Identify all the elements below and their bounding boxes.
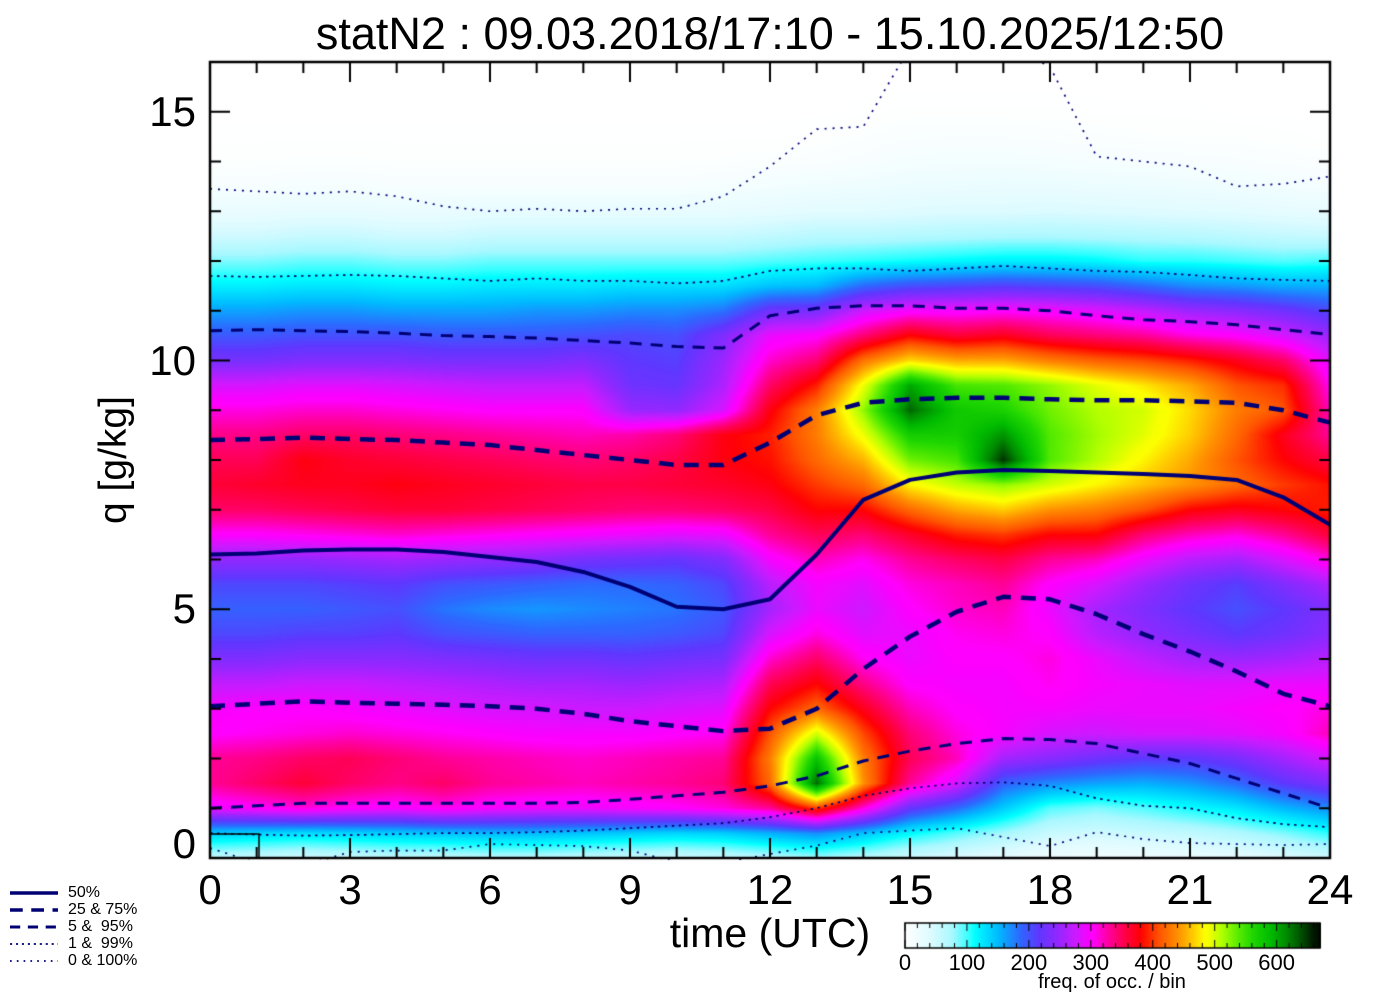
colorbar-tick-label: 100 [948, 950, 986, 975]
y-tick-label: 0 [172, 820, 196, 867]
colorbar-tick-label: 300 [1072, 950, 1110, 975]
legend-line-1-99-icon [10, 942, 58, 945]
legend-label: 25 & 75% [68, 900, 138, 918]
legend-label: 0 & 100% [68, 951, 138, 969]
colorbar-tick-label: 600 [1258, 950, 1295, 975]
legend-row: 1 & 99% [8, 935, 137, 952]
x-tick-label: 12 [746, 866, 794, 913]
legend-row: 0 & 100% [8, 952, 137, 969]
x-axis-label: time (UTC) [669, 910, 871, 956]
colorbar-tick-label: 400 [1134, 950, 1172, 975]
legend-line-50-icon [10, 890, 58, 895]
legend-label: 50% [68, 883, 101, 901]
x-tick-label: 18 [1026, 866, 1074, 913]
x-tick-label: 6 [478, 866, 502, 913]
colorbar-tick-label: 500 [1196, 950, 1234, 975]
legend-label: 1 & 99% [68, 934, 133, 952]
y-tick-label: 10 [149, 336, 196, 384]
legend-line-0-100-icon [10, 959, 58, 962]
y-tick-label: 5 [172, 585, 196, 633]
legend-line-25-75-icon [10, 907, 58, 912]
x-tick-label: 0 [198, 866, 222, 913]
x-tick-label: 3 [338, 866, 362, 913]
colorbar-tick-label: 200 [1010, 950, 1048, 975]
x-tick-label: 24 [1306, 866, 1354, 913]
legend-line-5-95-icon [10, 925, 58, 928]
colorbar-label: freq. of occ. / bin [1038, 971, 1186, 992]
legend-row: 5 & 95% [8, 918, 137, 935]
x-tick-label: 9 [618, 866, 642, 913]
x-tick-label: 15 [886, 866, 934, 913]
y-tick-label: 15 [149, 87, 196, 135]
legend-row: 50% [8, 884, 137, 901]
legend-label: 5 & 95% [68, 917, 133, 935]
legend-row: 25 & 75% [8, 901, 137, 918]
chart-title: statN2 : 09.03.2018/17:10 - 15.10.2025/1… [315, 8, 1225, 59]
contour-legend: 50% 25 & 75% 5 & 95% 1 & 99% 0 & 100% [8, 884, 137, 969]
colorbar-tick-label: 0 [898, 950, 912, 975]
x-tick-label: 21 [1166, 866, 1214, 913]
